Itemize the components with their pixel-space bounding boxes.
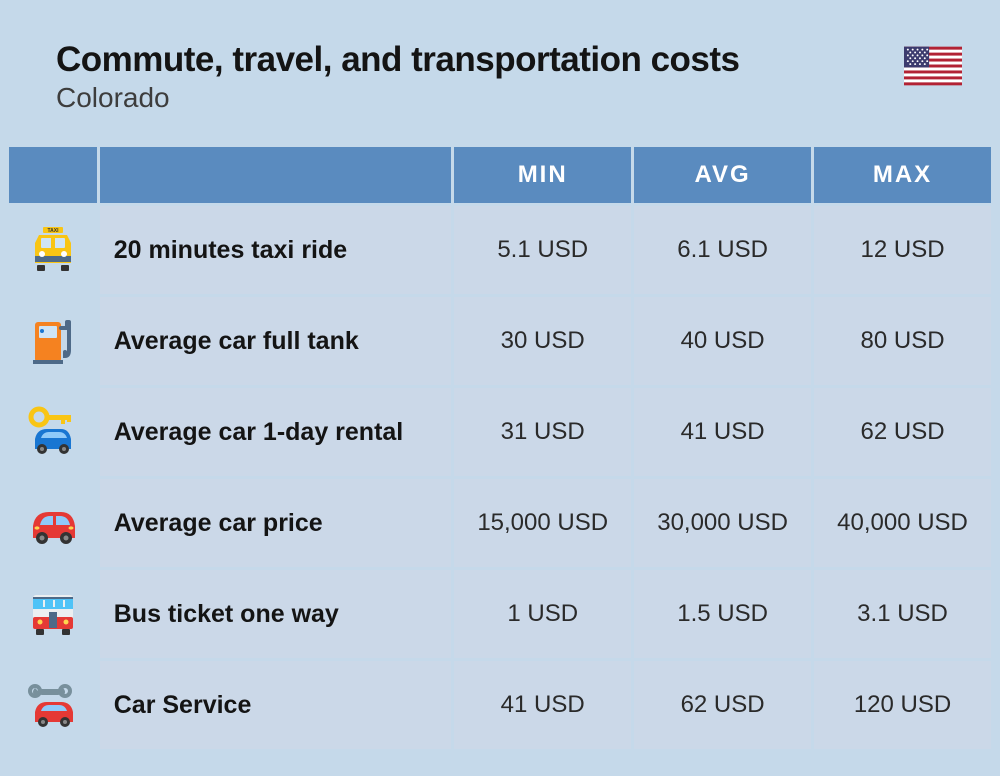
header-max: MAX bbox=[814, 147, 991, 203]
row-min: 41 USD bbox=[454, 661, 631, 749]
row-avg: 41 USD bbox=[634, 388, 811, 476]
row-label: 20 minutes taxi ride bbox=[100, 206, 451, 294]
row-label: Average car 1-day rental bbox=[100, 388, 451, 476]
row-label: Car Service bbox=[100, 661, 451, 749]
header-avg: AVG bbox=[634, 147, 811, 203]
row-avg: 62 USD bbox=[634, 661, 811, 749]
row-max: 62 USD bbox=[814, 388, 991, 476]
row-icon-cell bbox=[9, 570, 97, 658]
taxi-icon bbox=[25, 223, 81, 273]
cost-table: MIN AVG MAX 20 minutes taxi ride5.1 USD6… bbox=[0, 144, 1000, 752]
row-icon-cell bbox=[9, 388, 97, 476]
row-label: Bus ticket one way bbox=[100, 570, 451, 658]
row-max: 3.1 USD bbox=[814, 570, 991, 658]
row-min: 15,000 USD bbox=[454, 479, 631, 567]
row-max: 12 USD bbox=[814, 206, 991, 294]
table-row: Car Service41 USD62 USD120 USD bbox=[9, 661, 991, 749]
page-title: Commute, travel, and transportation cost… bbox=[56, 40, 904, 80]
row-icon-cell bbox=[9, 206, 97, 294]
row-min: 1 USD bbox=[454, 570, 631, 658]
row-min: 31 USD bbox=[454, 388, 631, 476]
row-avg: 40 USD bbox=[634, 297, 811, 385]
rental-icon bbox=[25, 405, 81, 455]
table-row: Average car 1-day rental31 USD41 USD62 U… bbox=[9, 388, 991, 476]
row-icon-cell bbox=[9, 297, 97, 385]
bus-icon bbox=[25, 587, 81, 637]
row-min: 5.1 USD bbox=[454, 206, 631, 294]
fuel-icon bbox=[25, 314, 81, 364]
row-avg: 30,000 USD bbox=[634, 479, 811, 567]
header-min: MIN bbox=[454, 147, 631, 203]
row-max: 120 USD bbox=[814, 661, 991, 749]
title-block: Commute, travel, and transportation cost… bbox=[56, 40, 904, 114]
table-row: Average car price15,000 USD30,000 USD40,… bbox=[9, 479, 991, 567]
header: Commute, travel, and transportation cost… bbox=[0, 0, 1000, 144]
row-avg: 6.1 USD bbox=[634, 206, 811, 294]
row-label: Average car price bbox=[100, 479, 451, 567]
header-label-col bbox=[100, 147, 451, 203]
row-icon-cell bbox=[9, 479, 97, 567]
row-label: Average car full tank bbox=[100, 297, 451, 385]
row-min: 30 USD bbox=[454, 297, 631, 385]
car-icon bbox=[25, 496, 81, 546]
table-header-row: MIN AVG MAX bbox=[9, 147, 991, 203]
service-icon bbox=[25, 678, 81, 728]
table-row: 20 minutes taxi ride5.1 USD6.1 USD12 USD bbox=[9, 206, 991, 294]
page-subtitle: Colorado bbox=[56, 82, 904, 114]
row-max: 40,000 USD bbox=[814, 479, 991, 567]
header-icon-col bbox=[9, 147, 97, 203]
table-row: Average car full tank30 USD40 USD80 USD bbox=[9, 297, 991, 385]
row-max: 80 USD bbox=[814, 297, 991, 385]
us-flag-icon bbox=[904, 46, 962, 86]
table-row: Bus ticket one way1 USD1.5 USD3.1 USD bbox=[9, 570, 991, 658]
row-avg: 1.5 USD bbox=[634, 570, 811, 658]
row-icon-cell bbox=[9, 661, 97, 749]
